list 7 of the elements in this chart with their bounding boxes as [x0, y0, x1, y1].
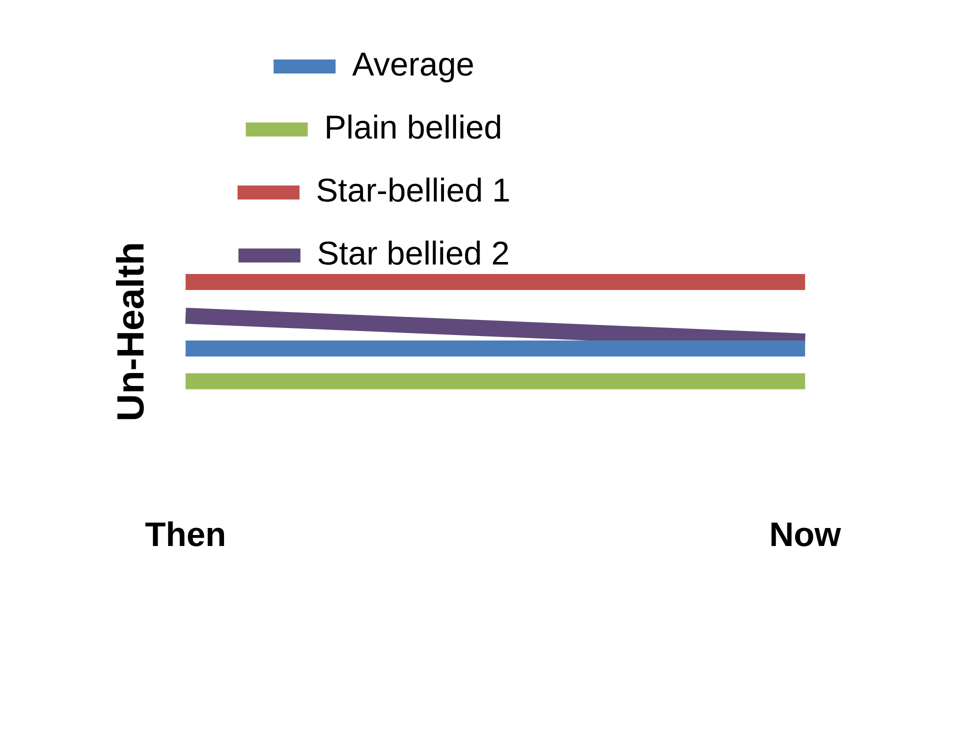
legend-label: Plain bellied [324, 108, 700, 146]
legend-label: Star-bellied 1 [316, 172, 708, 209]
legend-label: Average [352, 46, 672, 83]
x-tick-label: Now [769, 516, 842, 554]
y-axis-title: Un-Health [110, 242, 152, 422]
x-tick-label: Then [144, 516, 226, 554]
legend-label: Star bellied 2 [316, 234, 708, 272]
